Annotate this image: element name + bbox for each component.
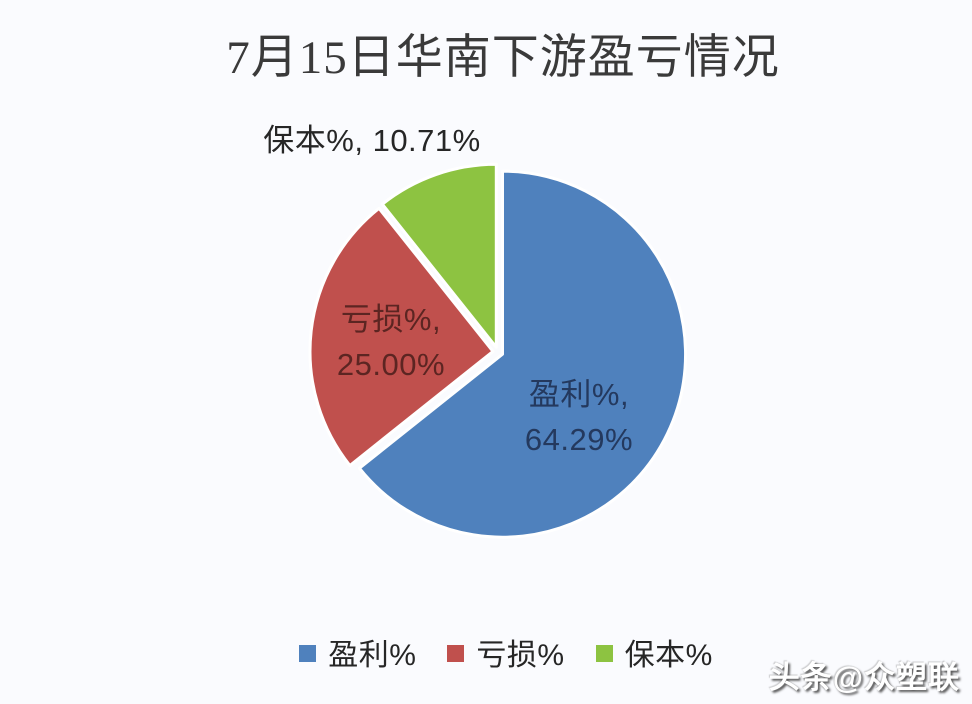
legend-item-profit: 盈利% [299, 630, 416, 674]
pie-label-loss: 亏损%, 25.00% [306, 297, 476, 387]
pie-label-breakeven: 保本%, 10.71% [244, 118, 500, 163]
legend-swatch-loss-icon [447, 645, 465, 662]
pie-label-profit: 盈利%, 64.29% [494, 372, 664, 462]
pie-slice-loss [308, 206, 495, 467]
pie-slice-breakeven [380, 162, 498, 349]
legend-item-loss: 亏损% [447, 630, 564, 674]
chart-title: 7月15日华南下游盈亏情况 [226, 32, 780, 84]
watermark-toutiao: 头条@众塑联 [768, 660, 960, 695]
pie-label-loss-name: 亏损%, [340, 302, 442, 337]
pie-label-breakeven-value: 10.71% [372, 123, 481, 158]
pie-label-profit-value: 64.29% [524, 422, 634, 457]
legend-label-loss: 亏损% [476, 639, 565, 672]
legend-item-breakeven: 保本% [595, 630, 713, 674]
legend-swatch-breakeven-icon [595, 645, 613, 662]
chart-legend: 盈利% 亏损% 保本% [0, 630, 972, 674]
legend-label-breakeven: 保本% [624, 639, 713, 672]
pie-slice-profit [357, 169, 688, 539]
pie-label-loss-value: 25.00% [336, 347, 446, 382]
pie-label-profit-name: 盈利%, [528, 377, 630, 412]
legend-swatch-profit-icon [299, 645, 317, 662]
pie-label-breakeven-name: 保本%, [263, 123, 364, 158]
legend-label-profit: 盈利% [328, 639, 417, 672]
